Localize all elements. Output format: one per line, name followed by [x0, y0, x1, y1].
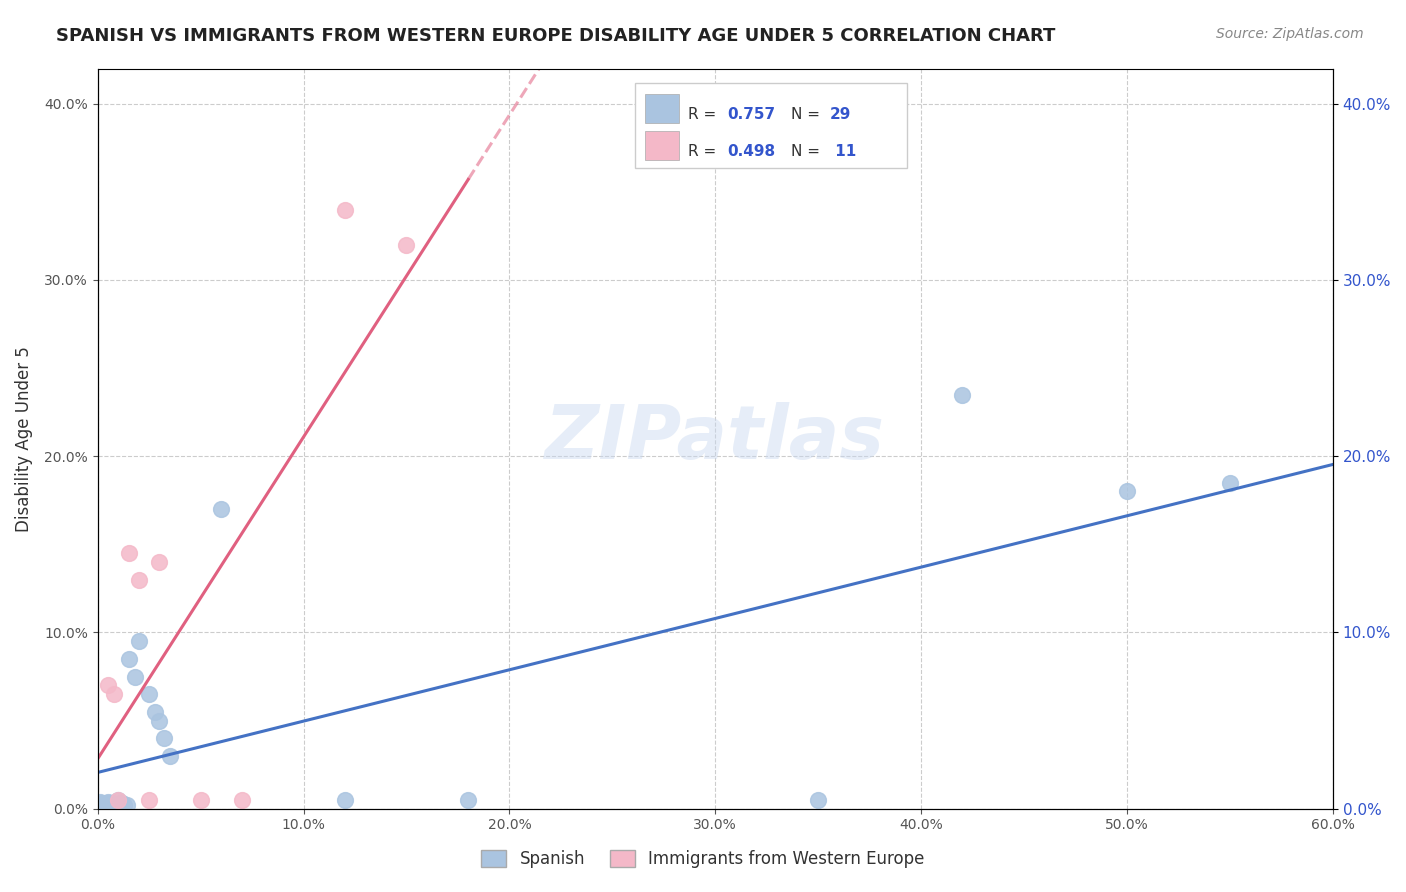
Point: [128, 573, 150, 587]
Point: [117, 546, 139, 560]
Point: [138, 687, 160, 701]
Point: [128, 634, 150, 648]
Text: Source: ZipAtlas.com: Source: ZipAtlas.com: [1216, 27, 1364, 41]
Point: [103, 798, 125, 813]
Point: [124, 669, 146, 683]
Point: [111, 797, 134, 811]
Legend: Spanish, Immigrants from Western Europe: Spanish, Immigrants from Western Europe: [475, 843, 931, 875]
Point: [950, 387, 973, 401]
Point: [98, 797, 121, 811]
Point: [93, 798, 115, 813]
Point: [231, 793, 253, 807]
FancyBboxPatch shape: [645, 131, 679, 160]
Point: [1219, 475, 1241, 490]
Point: [97, 678, 120, 692]
Point: [89, 795, 111, 809]
Point: [94, 797, 117, 811]
Point: [138, 793, 160, 807]
Point: [107, 793, 129, 807]
Point: [117, 652, 139, 666]
Text: R =: R =: [688, 144, 721, 159]
Point: [101, 797, 124, 811]
Point: [1116, 484, 1139, 499]
Point: [395, 237, 418, 252]
Point: [190, 793, 212, 807]
Point: [110, 797, 132, 811]
Point: [152, 731, 174, 746]
Text: 29: 29: [830, 107, 852, 122]
Point: [148, 714, 170, 728]
Text: ZIPatlas: ZIPatlas: [546, 402, 886, 475]
Text: N =: N =: [790, 107, 824, 122]
Text: SPANISH VS IMMIGRANTS FROM WESTERN EUROPE DISABILITY AGE UNDER 5 CORRELATION CHA: SPANISH VS IMMIGRANTS FROM WESTERN EUROP…: [56, 27, 1056, 45]
FancyBboxPatch shape: [645, 95, 679, 122]
Text: R =: R =: [688, 107, 721, 122]
Point: [114, 798, 136, 813]
Point: [115, 798, 138, 813]
Point: [103, 687, 125, 701]
Point: [143, 705, 166, 719]
Point: [159, 748, 181, 763]
Point: [807, 793, 830, 807]
Point: [90, 797, 112, 811]
Text: N =: N =: [790, 144, 824, 159]
Point: [457, 793, 479, 807]
Point: [333, 202, 356, 217]
Point: [333, 793, 356, 807]
Point: [148, 555, 170, 569]
Text: 0.498: 0.498: [727, 144, 776, 159]
Text: 0.757: 0.757: [727, 107, 776, 122]
Point: [97, 795, 120, 809]
Point: [209, 502, 232, 516]
Point: [105, 798, 128, 813]
FancyBboxPatch shape: [636, 83, 907, 169]
Text: 11: 11: [830, 144, 856, 159]
Point: [107, 793, 129, 807]
Y-axis label: Disability Age Under 5: Disability Age Under 5: [15, 346, 32, 532]
